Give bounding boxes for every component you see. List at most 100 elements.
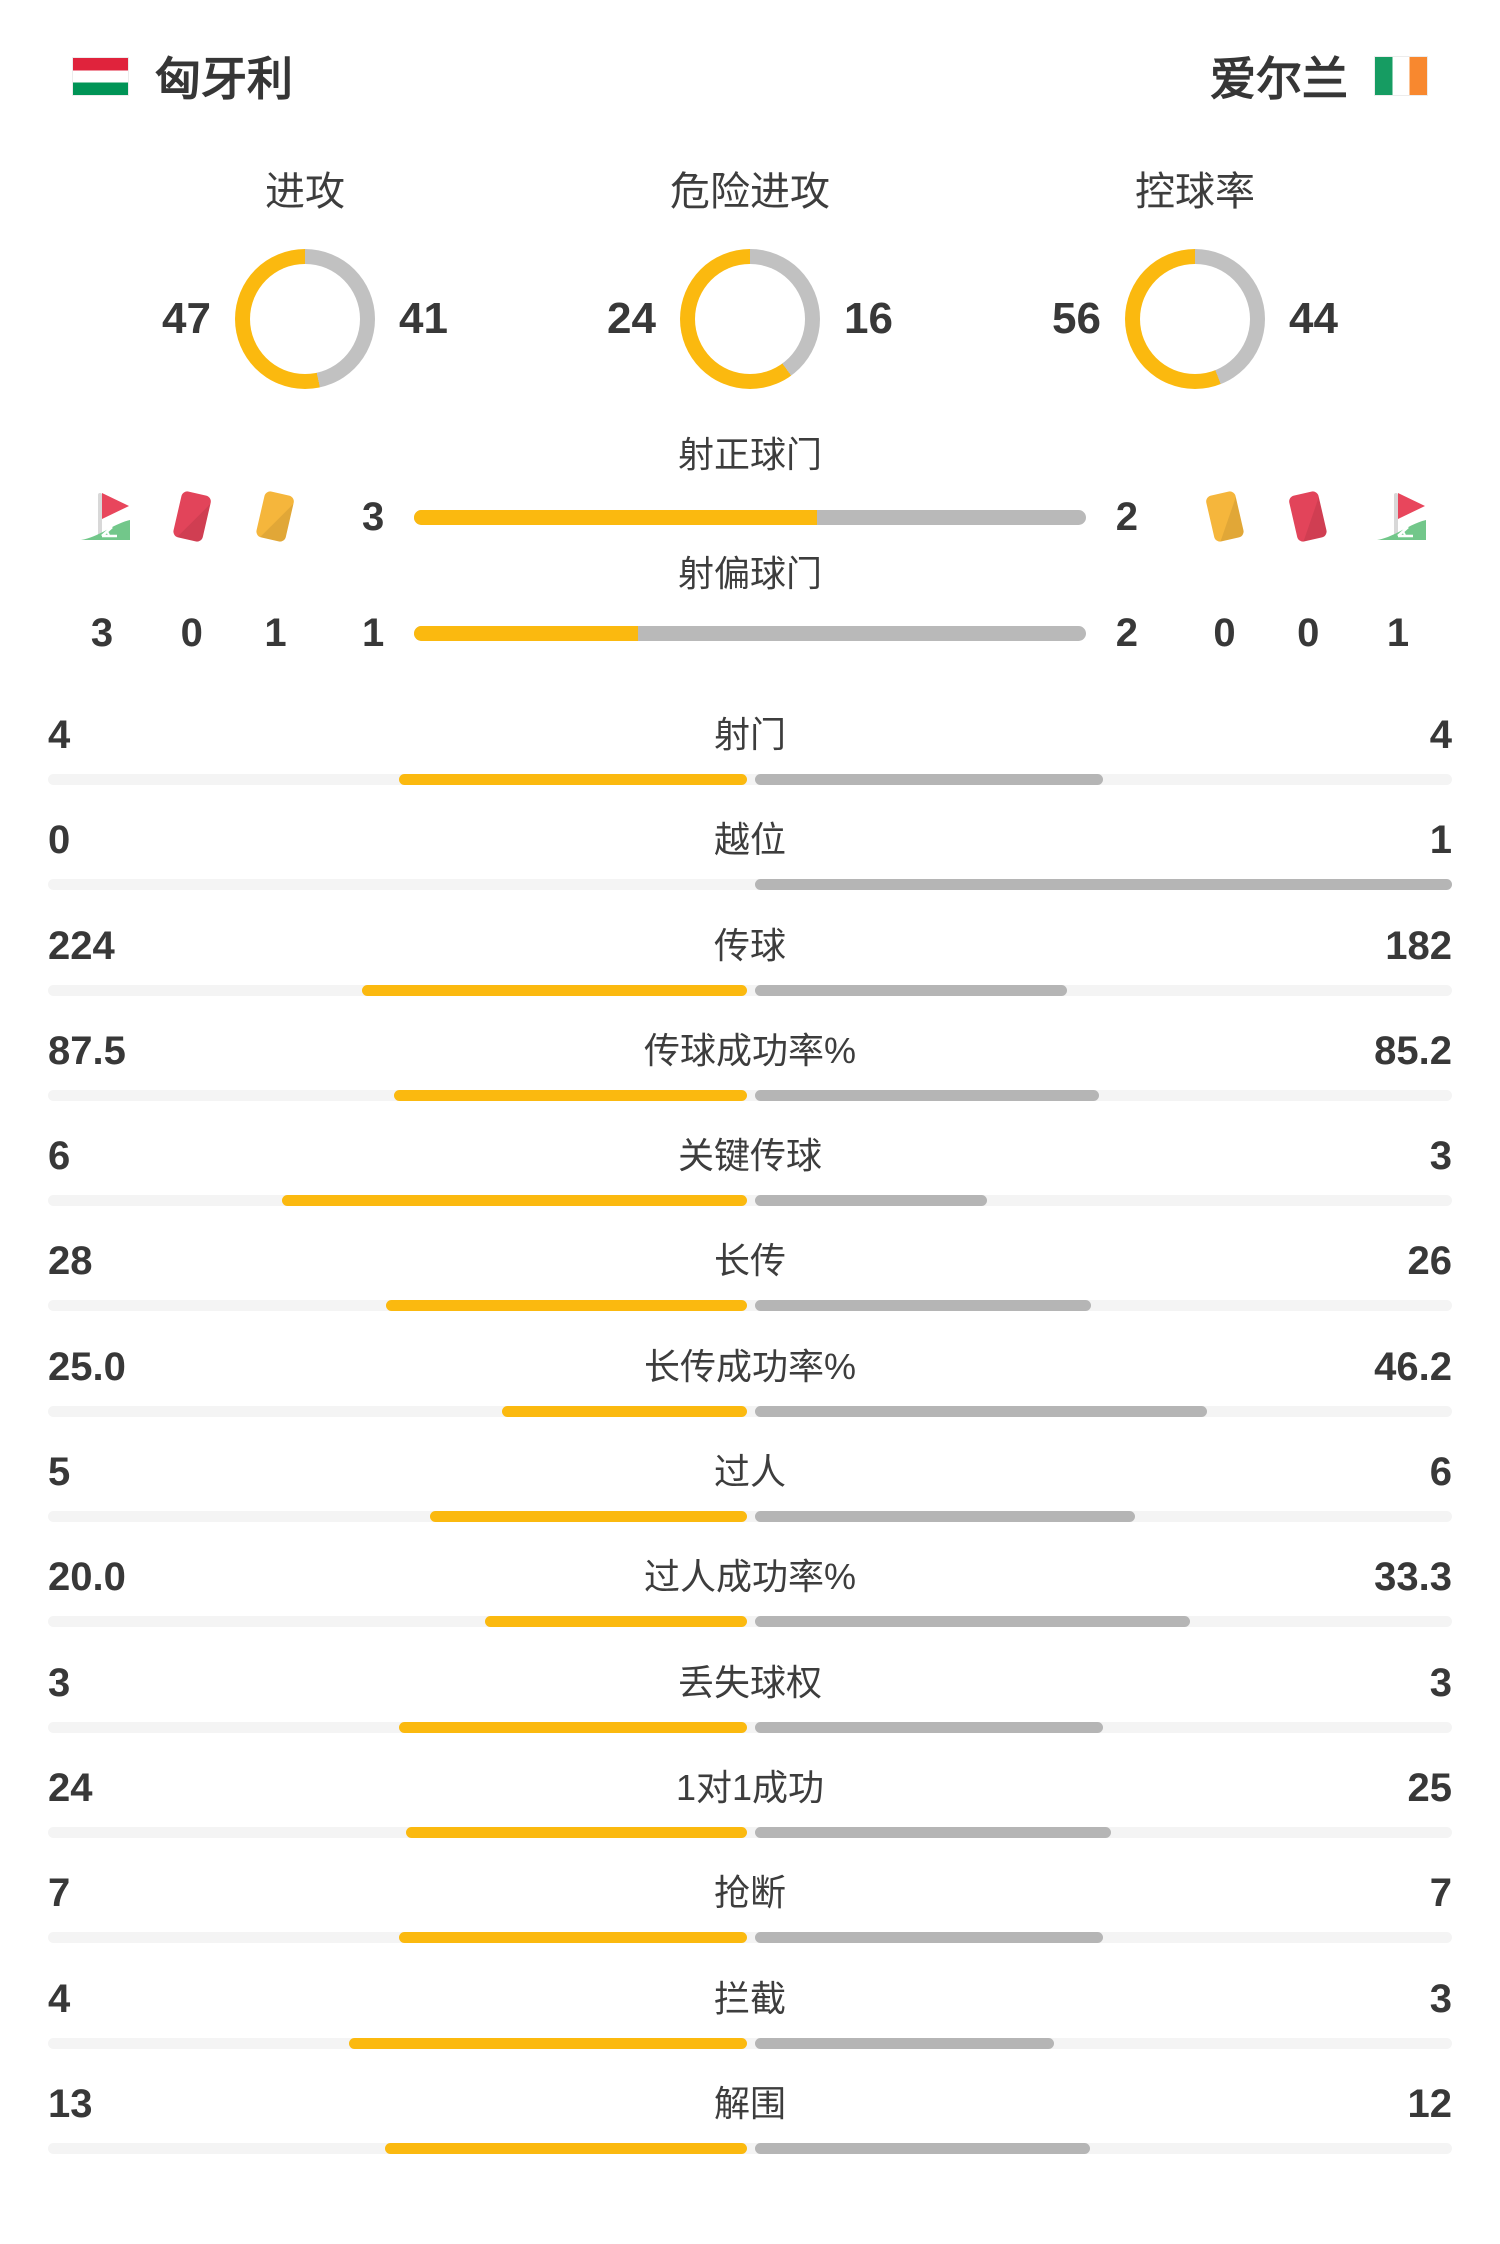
stat-label: 拦截 <box>713 1977 786 2019</box>
home-team-name: 匈牙利 <box>155 53 293 105</box>
stat-label: 1对1成功 <box>675 1766 825 1808</box>
stat-row: 20.0 过人成功率% 33.3 <box>0 1539 1500 1644</box>
stat-bar-track <box>48 1932 1452 1944</box>
away-discipline-counts: 0 0 1 <box>1202 611 1427 656</box>
donut-chart-body: 56 44 <box>973 249 1417 389</box>
donut-ring <box>1125 249 1265 389</box>
stat-bar-track <box>48 2037 1452 2049</box>
stat-text-line: 20.0 过人成功率% 33.3 <box>48 1551 1452 1603</box>
yellow-card-icon <box>1196 484 1254 551</box>
stat-row: 4 拦截 3 <box>0 1961 1500 2066</box>
stat-bar-track <box>48 1405 1452 1417</box>
stat-text-line: 6 关键传球 3 <box>48 1130 1452 1182</box>
stat-away-value: 26 <box>1407 1239 1453 1284</box>
ireland-flag-icon <box>1374 56 1428 96</box>
stat-bar-away <box>755 2142 1090 2154</box>
donut-chart-label: 危险进攻 <box>670 170 830 214</box>
stat-bar-home <box>282 1195 747 1207</box>
shots-on-target-row: 3 2 <box>0 488 1500 546</box>
stat-away-value: 1 <box>1429 818 1452 863</box>
stat-home-value: 13 <box>48 2081 93 2126</box>
stat-bar-away <box>755 1932 1104 1944</box>
stat-label: 解围 <box>713 2082 786 2124</box>
stat-home-value: 4 <box>48 713 71 757</box>
stat-text-line: 7 抢断 7 <box>48 1867 1452 1919</box>
stat-bar-home <box>348 2037 747 2049</box>
stat-row: 87.5 传球成功率% 85.2 <box>0 1013 1500 1118</box>
stat-away-value: 3 <box>1429 1660 1452 1705</box>
shots-off-home-value: 1 <box>362 610 385 655</box>
home-red-cards-count: 0 <box>180 610 203 655</box>
donut-away-value: 44 <box>1289 294 1338 343</box>
shots-on-home-bar <box>414 509 818 525</box>
stat-bar-away <box>755 879 1452 891</box>
shots-off-target-bar <box>414 625 1086 641</box>
donut-home-value: 56 <box>1052 294 1101 343</box>
stat-bar-home <box>384 2142 747 2154</box>
home-corners-count: 3 <box>90 610 114 655</box>
stat-bar-track <box>48 1195 1452 1207</box>
stat-bar-away <box>755 1511 1136 1523</box>
away-corners-count: 1 <box>1386 610 1410 655</box>
stat-home-value: 3 <box>48 1660 71 1705</box>
yellow-card-icon <box>247 484 305 551</box>
stat-bar-home <box>502 1405 747 1417</box>
donut-away-value: 16 <box>844 294 893 343</box>
stat-text-line: 24 1对1成功 25 <box>48 1762 1452 1814</box>
stat-bar-away <box>755 1195 988 1207</box>
stat-home-value: 6 <box>48 1134 71 1179</box>
stat-label: 过人成功率% <box>643 1556 856 1598</box>
donut-home-value: 24 <box>607 294 656 343</box>
stat-bar-home <box>385 1300 747 1312</box>
corner-flag-icon <box>1369 488 1427 546</box>
stat-row: 25.0 长传成功率% 46.2 <box>0 1329 1500 1434</box>
stat-bar-away <box>755 2037 1054 2049</box>
donut-chart-label: 进攻 <box>265 170 345 214</box>
stat-row: 5 过人 6 <box>0 1434 1500 1539</box>
donut-home-value: 47 <box>162 294 211 343</box>
stat-text-line: 3 丢失球权 3 <box>48 1657 1452 1709</box>
stat-bar-track <box>48 1089 1452 1101</box>
stat-text-line: 25.0 长传成功率% 46.2 <box>48 1341 1452 1393</box>
stat-bar-away <box>755 1616 1191 1628</box>
teams-header: 匈牙利 爱尔兰 <box>72 45 1428 107</box>
corner-flag-icon <box>73 488 131 546</box>
stat-row: 24 1对1成功 25 <box>0 1750 1500 1855</box>
home-yellow-cards-count: 1 <box>264 610 287 655</box>
stat-bar-track <box>48 984 1452 996</box>
stat-bar-track <box>48 2142 1452 2154</box>
stat-bar-track <box>48 1616 1452 1628</box>
stat-label: 射门 <box>713 714 786 755</box>
stat-label: 传球成功率% <box>643 1029 856 1071</box>
shots-off-away-value: 2 <box>1115 610 1138 655</box>
stat-row: 28 长传 26 <box>0 1223 1500 1328</box>
donut-chart: 进攻 47 41 <box>83 168 528 389</box>
stats-list: 4 射门 4 0 越位 1 224 传球 <box>0 697 1500 2171</box>
stat-bar-home <box>398 1721 747 1733</box>
stat-home-value: 28 <box>48 1239 93 1284</box>
stat-row: 224 传球 182 <box>0 908 1500 1013</box>
stat-text-line: 28 长传 26 <box>48 1235 1452 1287</box>
stat-away-value: 12 <box>1407 2081 1453 2126</box>
stat-bar-track <box>48 1721 1452 1733</box>
stat-away-value: 85.2 <box>1374 1028 1452 1073</box>
stat-home-value: 5 <box>48 1450 71 1495</box>
donut-chart-body: 24 16 <box>528 249 972 389</box>
stat-row: 0 越位 1 <box>0 802 1500 907</box>
stat-label: 抢断 <box>713 1872 786 1914</box>
away-red-cards-count: 0 <box>1297 610 1320 655</box>
stat-away-value: 6 <box>1429 1450 1452 1495</box>
stat-label: 丢失球权 <box>677 1661 822 1703</box>
stat-bar-home <box>362 984 747 996</box>
stat-text-line: 4 拦截 3 <box>48 1973 1452 2025</box>
hungary-flag-icon <box>72 56 129 96</box>
stat-bar-home <box>398 1932 747 1944</box>
stat-home-value: 224 <box>48 923 115 968</box>
stat-row: 6 关键传球 3 <box>0 1118 1500 1223</box>
stat-away-value: 7 <box>1429 1871 1452 1916</box>
stat-home-value: 87.5 <box>48 1028 126 1073</box>
shots-section: 射正球门 3 2 射偏球门 3 0 1 1 <box>0 430 1500 670</box>
donut-ring <box>235 249 375 389</box>
stat-label: 长传 <box>713 1240 786 1282</box>
shots-off-target-row: 3 0 1 1 2 0 0 1 <box>0 606 1500 660</box>
